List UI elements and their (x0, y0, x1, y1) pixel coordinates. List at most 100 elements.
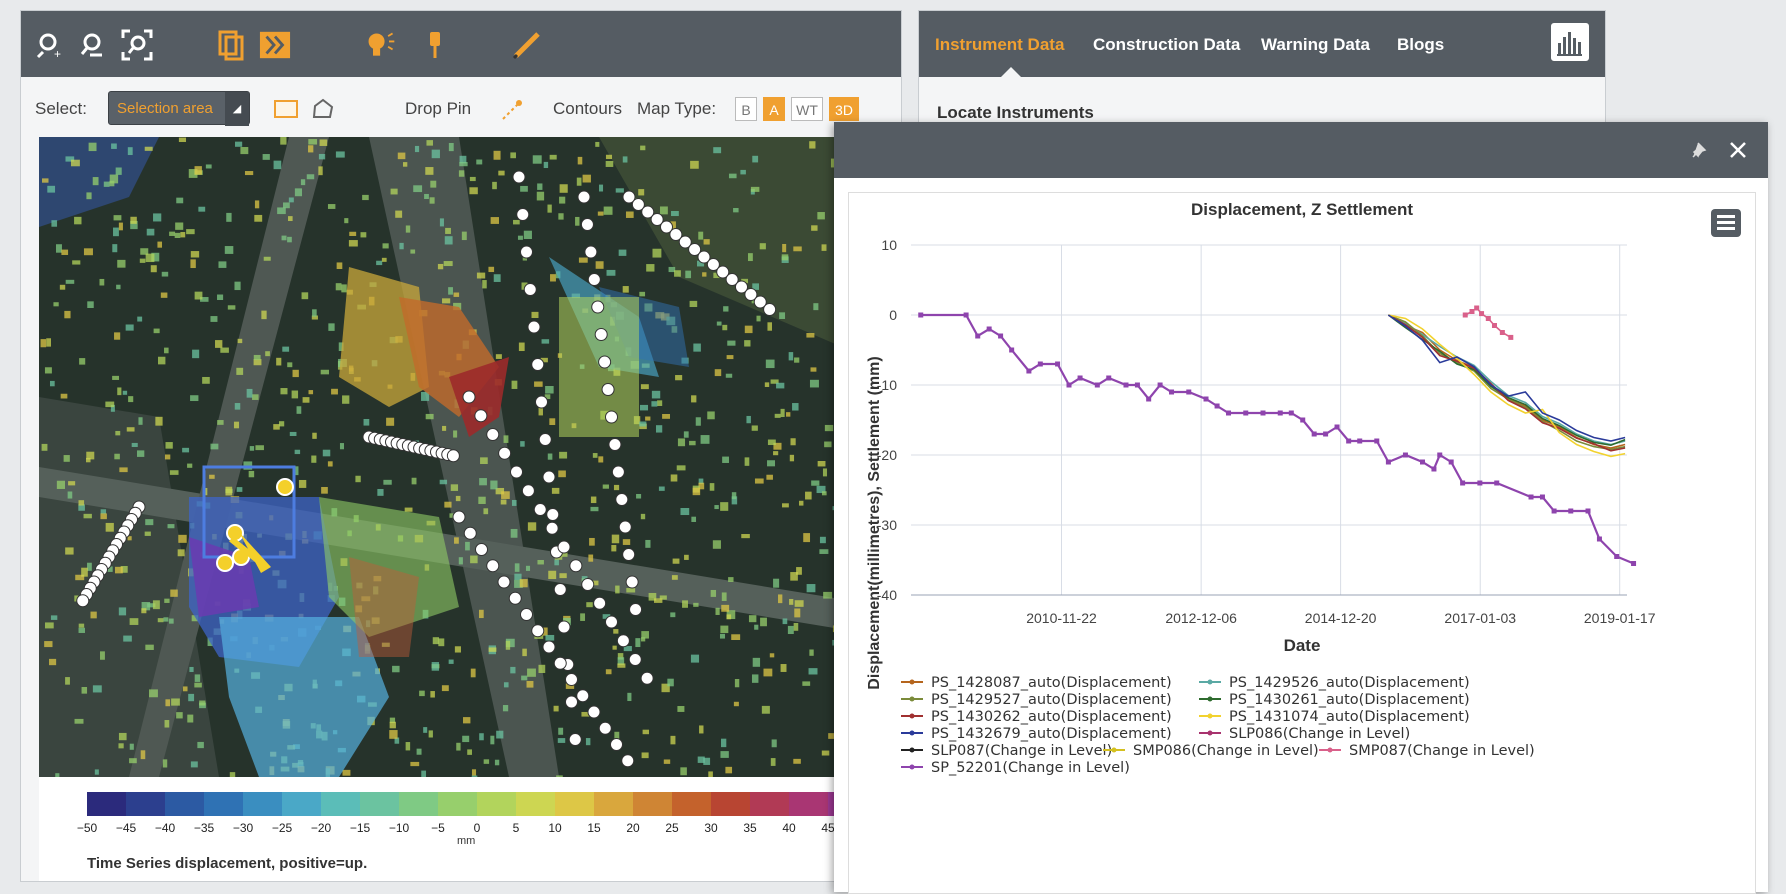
colorbar-tick: −10 (389, 821, 409, 835)
chart-view-button[interactable] (1549, 21, 1591, 63)
map-type-wt-button[interactable]: WT (791, 97, 823, 121)
series-point (1038, 362, 1043, 367)
pin-icon[interactable] (1690, 140, 1710, 160)
tab-blogs[interactable]: Blogs (1397, 35, 1444, 55)
colorbar-swatch (594, 792, 633, 816)
legend-entry[interactable]: SLP086(Change in Level) (1229, 726, 1410, 742)
series-point (1614, 554, 1619, 559)
colorbar-swatch (516, 792, 555, 816)
legend-entry[interactable]: PS_1429526_auto(Displacement) (1229, 675, 1470, 691)
series-point (1346, 439, 1351, 444)
series-point (1474, 306, 1479, 311)
selection-dropdown[interactable]: Selection area ◢ (108, 91, 250, 125)
series-point (1374, 439, 1379, 444)
map-type-a-button[interactable]: A (763, 97, 785, 121)
colorbar-tick: 30 (704, 821, 717, 835)
polygon-select-icon[interactable] (311, 97, 335, 121)
legend-marker (910, 765, 915, 770)
line-chart: Displacement, Z Settlement 100-10-20-30-… (849, 193, 1755, 893)
legend-entry[interactable]: PS_1430262_auto(Displacement) (931, 709, 1172, 725)
bar-chart-icon (1551, 23, 1589, 61)
colorbar-swatch (87, 792, 126, 816)
zoom-out-icon[interactable] (77, 29, 109, 61)
colorbar-tick: 15 (587, 821, 600, 835)
colorbar-swatch (282, 792, 321, 816)
drop-pin-icon[interactable] (499, 97, 525, 123)
instrument-panel: Instrument Data Construction Data Warnin… (918, 10, 1606, 132)
legend-entry[interactable]: SLP087(Change in Level) (931, 743, 1112, 759)
legend-entry[interactable]: PS_1430261_auto(Displacement) (1229, 692, 1470, 708)
legend-entry[interactable]: PS_1431074_auto(Displacement) (1229, 709, 1470, 725)
legend-marker (910, 680, 915, 685)
satellite-map[interactable] (39, 137, 889, 777)
map-type-b-button[interactable]: B (735, 97, 757, 121)
locate-instruments-heading[interactable]: Locate Instruments (937, 103, 1094, 123)
legend-entry[interactable]: PS_1432679_auto(Displacement) (931, 726, 1172, 742)
colorbar-swatch (243, 792, 282, 816)
legend-marker (910, 731, 915, 736)
colorbar-swatch (750, 792, 789, 816)
colorbar-tick: −50 (77, 821, 97, 835)
menu-icon[interactable] (1711, 209, 1741, 237)
layers-icon[interactable] (215, 29, 247, 61)
close-icon[interactable] (1728, 140, 1748, 160)
series-point (1631, 561, 1636, 566)
x-tick-label: 2010-11-22 (1026, 610, 1097, 626)
series-point (1158, 383, 1163, 388)
series-point (1449, 460, 1454, 465)
colorbar-tick: 20 (626, 821, 639, 835)
zoom-extent-icon[interactable] (121, 29, 153, 61)
series-point (1323, 432, 1328, 437)
bulb-icon[interactable] (365, 29, 397, 61)
series-point (1135, 383, 1140, 388)
contours-label[interactable]: Contours (553, 99, 622, 119)
legend-entry[interactable]: PS_1428087_auto(Displacement) (931, 675, 1172, 691)
pencil-icon[interactable] (511, 29, 543, 61)
series-point (1463, 313, 1468, 318)
series-point (1215, 404, 1220, 409)
series-point (1420, 460, 1425, 465)
series-point (1529, 495, 1534, 500)
zoom-in-icon[interactable]: + (35, 29, 67, 61)
tab-warning-data[interactable]: Warning Data (1261, 35, 1370, 55)
y-axis-label: Displacement(millimetres), Settlement (m… (866, 356, 883, 689)
legend-entry[interactable]: SMP087(Change in Level) (1349, 743, 1535, 759)
series-point (1403, 453, 1408, 458)
rectangle-select-icon[interactable] (273, 99, 299, 119)
series-point (1009, 348, 1014, 353)
series-point (1437, 453, 1442, 458)
map-type-3d-button[interactable]: 3D (829, 97, 859, 121)
legend-entry[interactable]: PS_1429527_auto(Displacement) (931, 692, 1172, 708)
series-point (1123, 383, 1128, 388)
series-point (1586, 509, 1591, 514)
colorbar-swatch (165, 792, 204, 816)
legend-entry[interactable]: SP_52201(Change in Level) (931, 760, 1130, 776)
series-point (1500, 330, 1505, 335)
colorbar-tick: 40 (782, 821, 795, 835)
series-point (1204, 397, 1209, 402)
colorbar-tick: −20 (311, 821, 331, 835)
map-canvas[interactable] (39, 137, 889, 777)
colorbar-swatch (321, 792, 360, 816)
x-tick-label: 2014-12-20 (1305, 610, 1377, 626)
series-point (1106, 376, 1111, 381)
series-point (1494, 481, 1499, 486)
tab-construction-data[interactable]: Construction Data (1093, 35, 1240, 55)
legend-marker (910, 748, 915, 753)
series-point (1261, 411, 1266, 416)
tab-instrument-data[interactable]: Instrument Data (935, 35, 1064, 55)
colorbar-tick: 5 (513, 821, 520, 835)
legend-entry[interactable]: SMP086(Change in Level) (1133, 743, 1319, 759)
forward-icon[interactable] (259, 29, 291, 61)
legend-marker (1208, 697, 1213, 702)
chevron-down-icon: ◢ (225, 92, 249, 126)
drop-pin-label[interactable]: Drop Pin (405, 99, 471, 119)
colorbar-tick: −45 (116, 821, 136, 835)
pin-icon[interactable] (419, 29, 451, 61)
legend-marker (1208, 731, 1213, 736)
legend-marker (1112, 748, 1117, 753)
series-point (1540, 495, 1545, 500)
series-point (1026, 369, 1031, 374)
